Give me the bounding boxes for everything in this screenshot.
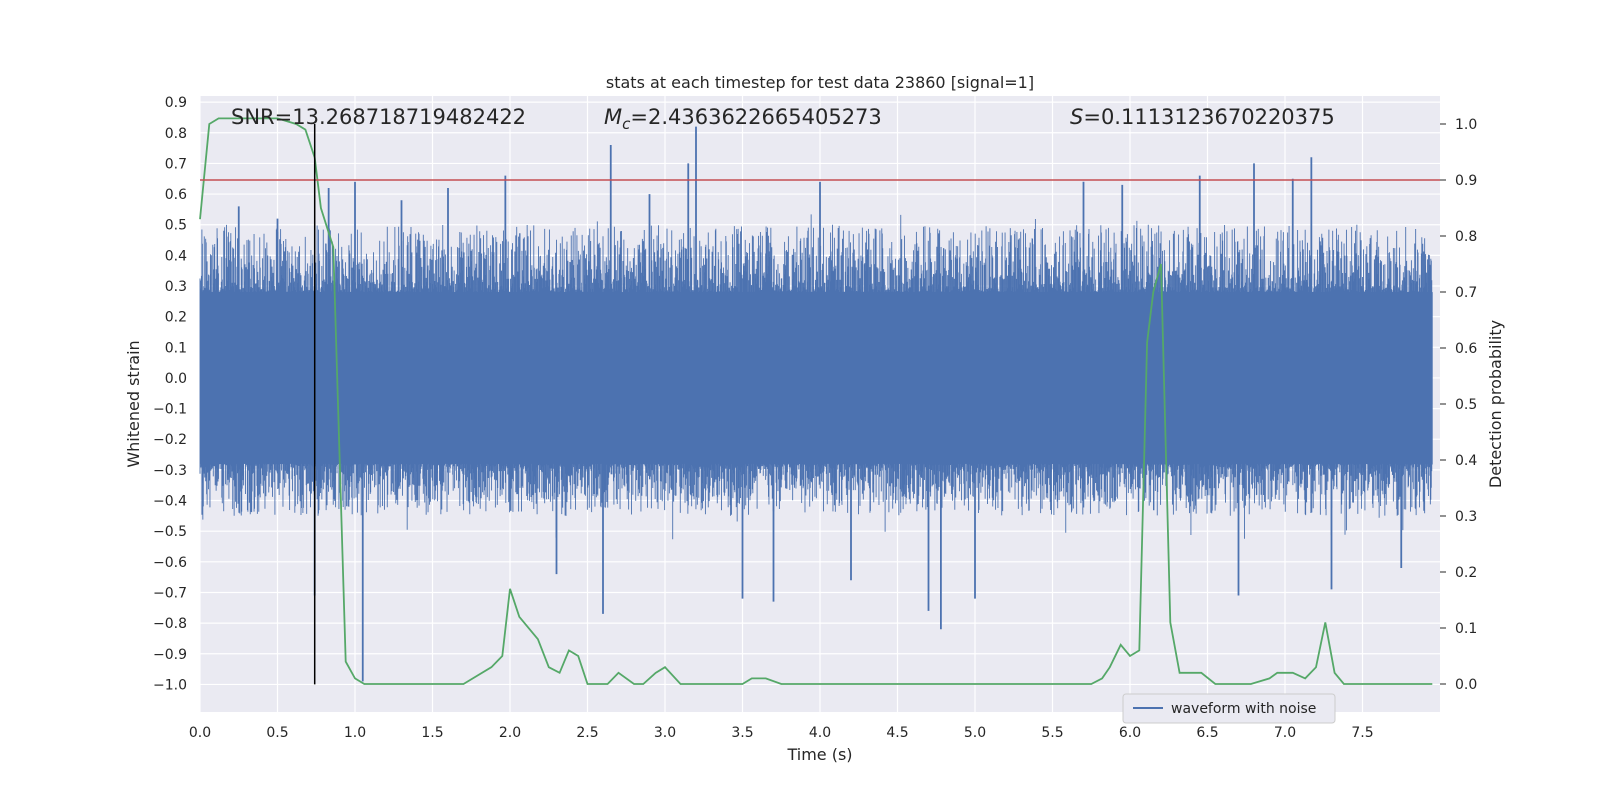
chirp-mass-value: =2.4363622665405273: [630, 105, 881, 129]
x-tick-label: 5.5: [1041, 725, 1063, 741]
x-tick-label: 3.0: [654, 725, 676, 741]
legend: waveform with noise: [1122, 693, 1336, 724]
y-tick-label: −0.5: [153, 524, 187, 540]
y2-tick-label: 0.0: [1455, 677, 1477, 693]
y-tick-label: −0.1: [153, 402, 187, 418]
legend-label: waveform with noise: [1171, 701, 1316, 717]
y-tick-label: −0.9: [153, 647, 187, 663]
y2-tick-label: 0.4: [1455, 453, 1477, 469]
probability-line: [199, 117, 1433, 685]
x-tick-label: 7.5: [1351, 725, 1373, 741]
probability-series: [199, 117, 1433, 685]
y-axis-label: Whitened strain: [124, 340, 143, 467]
y-tick-label: 0.6: [165, 187, 187, 203]
x-tick-label: 2.0: [499, 725, 521, 741]
x-tick-label: 7.0: [1274, 725, 1296, 741]
x-tick-label: 4.5: [886, 725, 908, 741]
y-tick-label: 0.1: [165, 340, 187, 356]
snr-annotation: SNR=13.268718719482422: [231, 105, 526, 129]
x-ticks: 0.0 0.5 1.0 1.5 2.0 2.5 3.0 3.5 4.0 4.5 5.0 5.5 6.0 6…: [189, 725, 1374, 741]
s-value: =0.1113123670220375: [1083, 105, 1334, 129]
y-tick-label: −0.6: [153, 555, 187, 571]
x-tick-label: 5.0: [964, 725, 986, 741]
y2-tick-label: 0.7: [1455, 285, 1477, 301]
x-axis-label: Time (s): [786, 745, 852, 764]
s-symbol: S: [1070, 105, 1083, 129]
y-tick-label: 0.9: [165, 95, 187, 111]
y2-tick-label: 0.8: [1455, 229, 1477, 245]
y-tick-label: 0.7: [165, 156, 187, 172]
x-tick-label: 2.5: [576, 725, 598, 741]
y2-tick-label: 0.5: [1455, 397, 1477, 413]
y-tick-label: 0.2: [165, 310, 187, 326]
y-ticks: 0.9 0.8 0.7 0.6 0.5 0.4 0.3 0.2 0.1 0.0 −0.1 −0.2 −0…: [153, 95, 187, 693]
y2-tick-label: 0.2: [1455, 565, 1477, 581]
y-tick-label: −0.8: [153, 616, 187, 632]
x-tick-label: 3.5: [731, 725, 753, 741]
y2-axis-label: Detection probability: [1486, 320, 1505, 488]
y-tick-label: 0.4: [165, 248, 187, 264]
x-tick-label: 4.0: [809, 725, 831, 741]
y-tick-label: −0.7: [153, 585, 187, 601]
y-tick-label: 0.3: [165, 279, 187, 295]
y2-tick-label: 0.6: [1455, 341, 1477, 357]
y2-tick-label: 0.3: [1455, 509, 1477, 525]
x-tick-label: 6.5: [1196, 725, 1218, 741]
y-tick-label: −0.4: [153, 494, 187, 510]
x-tick-label: 1.5: [421, 725, 443, 741]
x-tick-label: 0.5: [266, 725, 288, 741]
y2-tick-label: 1.0: [1455, 117, 1477, 133]
x-tick-label: 1.0: [344, 725, 366, 741]
s-annotation: S=0.1113123670220375: [1070, 105, 1335, 129]
x-tick-label: 0.0: [189, 725, 211, 741]
chirp-mass-annotation: Mc=2.4363622665405273: [604, 105, 882, 133]
chirp-mass-symbol: M: [604, 105, 622, 129]
chart-title: stats at each timestep for test data 238…: [606, 73, 1034, 92]
y2-tick-label: 0.9: [1455, 173, 1477, 189]
y-tick-label: −1.0: [153, 677, 187, 693]
y-tick-label: 0.8: [165, 126, 187, 142]
y-tick-label: 0.0: [165, 371, 187, 387]
y2-ticks: 0.0 0.1 0.2 0.3 0.4 0.5 0.6 0.7 0.8 0.9 1.0: [1440, 117, 1477, 693]
y-tick-label: −0.2: [153, 432, 187, 448]
y-tick-label: −0.3: [153, 463, 187, 479]
y2-tick-label: 0.1: [1455, 621, 1477, 637]
x-tick-label: 6.0: [1119, 725, 1141, 741]
y-tick-label: 0.5: [165, 218, 187, 234]
legend-box: [1122, 693, 1336, 724]
chirp-mass-subscript: c: [622, 115, 631, 133]
waveform-series: [199, 126, 1433, 682]
